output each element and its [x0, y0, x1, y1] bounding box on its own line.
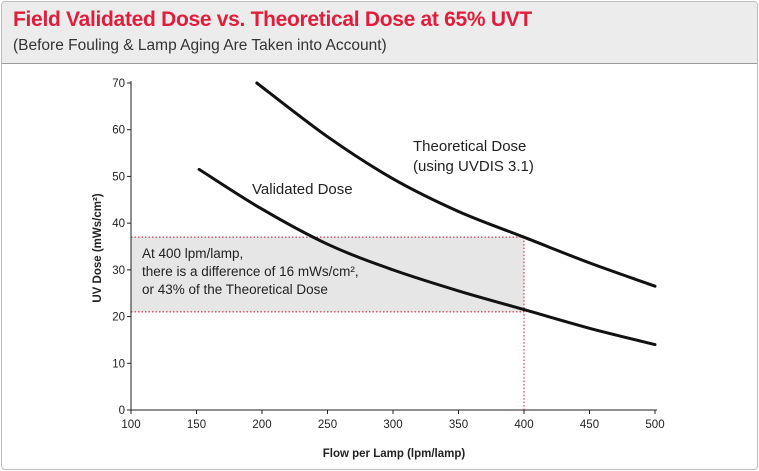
x-axis-label: Flow per Lamp (lpm/lamp): [323, 448, 466, 460]
x-tick-label: 250: [318, 419, 337, 431]
y-tick-label: 10: [112, 358, 125, 370]
chart-header: Field Validated Dose vs. Theoretical Dos…: [2, 2, 757, 64]
y-tick-label: 50: [112, 171, 125, 183]
series-line-theoretical-dose: [255, 81, 657, 288]
y-axis-label: UV Dose (mWs/cm²): [92, 193, 104, 302]
y-tick-label: 40: [112, 218, 125, 230]
x-tick-label: 500: [645, 419, 664, 431]
series-label-theoretical-dose: Theoretical Dose: [413, 138, 526, 155]
y-tick-label: 20: [112, 312, 125, 324]
annotation-layer: At 400 lpm/lamp, there is a difference of…: [131, 236, 525, 410]
axes-layer: 0 10 20 30 40 50 60 70 100 150 200 250 300 350 400 450 5…: [112, 78, 664, 431]
x-tick-label: 400: [514, 419, 533, 431]
annotation-box: [131, 237, 524, 312]
annotation-text-line: or 43% of the Theoretical Dose: [142, 282, 328, 297]
y-tick-label: 0: [119, 405, 125, 417]
y-tick-label: 30: [112, 265, 125, 277]
y-tick-label: 70: [112, 78, 125, 90]
x-tick-label: 300: [383, 419, 402, 431]
x-tick-label: 450: [580, 419, 599, 431]
annotation-text-line: there is a difference of 16 mWs/cm²,: [142, 264, 359, 279]
x-tick-label: 100: [121, 419, 140, 431]
x-tick-label: 350: [449, 419, 468, 431]
chart-subtitle: (Before Fouling & Lamp Aging Are Taken i…: [13, 37, 387, 54]
series-line-validated-dose: [197, 167, 657, 347]
y-tick-label: 60: [112, 125, 125, 137]
x-tick-label: 200: [252, 419, 271, 431]
series-label-theoretical-dose: (using UVDIS 3.1): [413, 158, 534, 175]
chart-title: Field Validated Dose vs. Theoretical Dos…: [13, 8, 532, 31]
x-tick-label: 150: [187, 419, 206, 431]
series-layer: Theoretical Dose (using UVDIS 3.1) Validat…: [197, 81, 657, 347]
series-label-validated-dose: Validated Dose: [252, 181, 353, 198]
annotation-text-line: At 400 lpm/lamp,: [142, 246, 243, 261]
